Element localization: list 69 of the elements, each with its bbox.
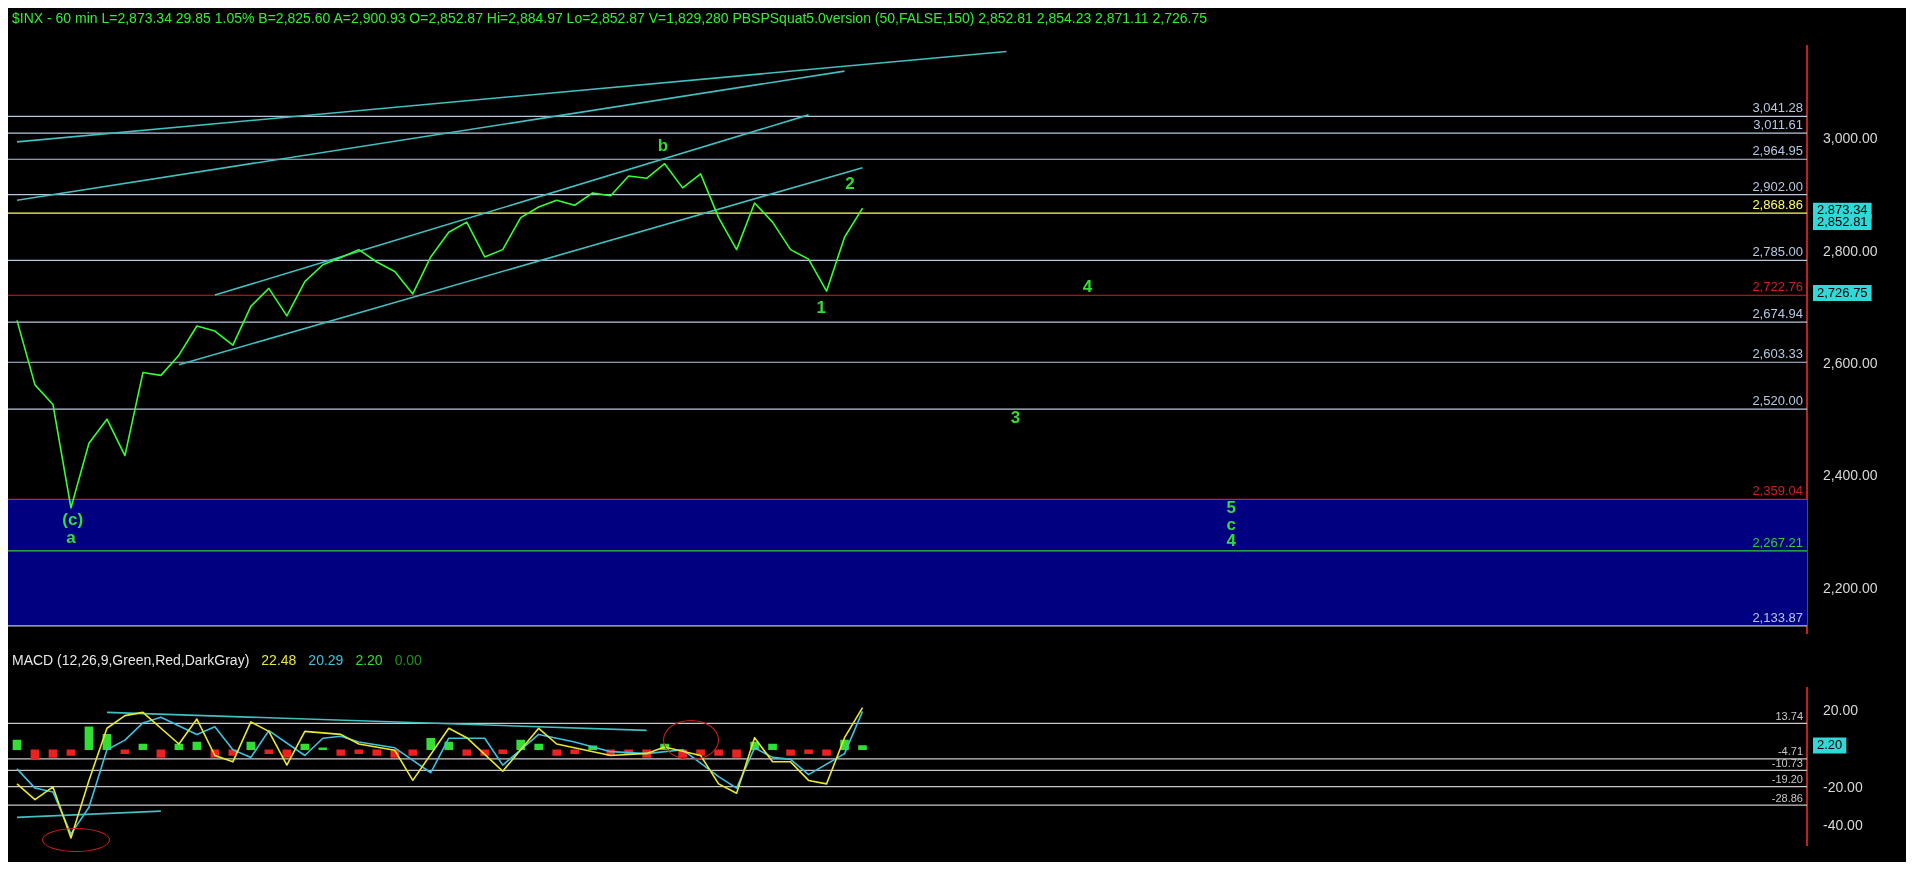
bar: [534, 743, 544, 751]
bar: [156, 749, 166, 758]
ref-line-label: 2,520.00: [1752, 393, 1803, 409]
bar: [120, 749, 130, 754]
chart-title: MACD (12,26,9,Green,Red,DarkGray): [12, 652, 250, 668]
bar: [462, 749, 472, 756]
ref-line-label: 3,041.28: [1752, 100, 1803, 116]
bar: [498, 749, 508, 754]
annotation: b: [657, 135, 669, 155]
bar: [354, 749, 364, 754]
bar: [714, 749, 723, 756]
ref-line-label: -10.73: [1771, 756, 1803, 769]
ref-line-label: 2,133.87: [1752, 609, 1803, 625]
text: 2,726.75: [1817, 284, 1868, 300]
bar: [48, 749, 58, 758]
y-tick-label: 3,000.00: [1823, 130, 1878, 147]
text: 22.48: [261, 652, 297, 668]
y-tick-label: 2,200.00: [1823, 579, 1878, 596]
text: 2.20: [355, 652, 383, 668]
annotation: 2: [845, 174, 855, 194]
text: 0.00: [394, 652, 422, 668]
y-tick-label: -40.00: [1823, 817, 1863, 834]
bar: [12, 739, 22, 751]
bar: [804, 749, 813, 754]
bar: [552, 749, 562, 756]
y-tick-label: 2,600.00: [1823, 355, 1878, 371]
bar: [786, 749, 795, 756]
y-tick-label: -20.00: [1823, 778, 1863, 795]
ref-line-label: 2,722.76: [1752, 279, 1803, 295]
bar: [768, 743, 777, 751]
ref-line-label: 13.74: [1775, 709, 1803, 722]
bar: [822, 749, 831, 756]
chart-subtitle: $INX - 60 min L=2,873.34 29.85 1.05% B=2,825.60 A=2,900.93 O=2,852.87 Hi=2,884.97 Lo=2,852.87 V=1,829,280 PBSPSquat5.0version (50,FALSE,150) 2,852.81 2,854.23 2,871.11 2,726.75: [12, 10, 1207, 26]
ref-line-label: -4.71: [1777, 745, 1803, 758]
annotation: 4: [1082, 277, 1093, 297]
ref-line-label: 2,359.04: [1752, 483, 1803, 499]
ref-line-label: 2,267.21: [1752, 535, 1803, 551]
ref-line-label: -28.86: [1771, 791, 1803, 804]
bar: [66, 749, 76, 756]
bar: [264, 749, 274, 754]
annotation: a: [66, 527, 77, 547]
bar: [426, 737, 436, 751]
ref-line-label: 2,785.00: [1752, 244, 1803, 260]
bar: [372, 749, 382, 756]
bar: [336, 749, 346, 756]
y-tick-label: 20.00: [1823, 702, 1859, 719]
y-tick-label: 2,400.00: [1823, 467, 1878, 484]
annotation: (c): [62, 509, 84, 529]
annotation: 5: [1226, 498, 1237, 518]
text: 2.20: [1817, 737, 1843, 753]
ref-line-label: 2,674.94: [1752, 306, 1803, 322]
bar: [570, 749, 580, 754]
ref-line-label: 3,011.61: [1753, 117, 1803, 133]
bar: [408, 749, 418, 756]
ref-line-label: 2,603.33: [1752, 346, 1803, 362]
bar: [318, 747, 328, 751]
bar: [30, 749, 40, 760]
bar: [732, 749, 741, 758]
annotation: 1: [816, 297, 826, 317]
ref-line-label: 2,964.95: [1752, 143, 1803, 159]
y-tick-label: 2,800.00: [1823, 242, 1878, 259]
ref-line-label: -19.20: [1771, 773, 1803, 786]
annotation: 3: [1010, 408, 1021, 428]
ref-line-label: 2,868.86: [1752, 197, 1803, 213]
bar: [858, 745, 867, 751]
text: 20.29: [308, 652, 344, 668]
bar: [84, 726, 94, 751]
bar: [282, 749, 292, 758]
ref-line-label: 2,902.00: [1752, 178, 1803, 194]
